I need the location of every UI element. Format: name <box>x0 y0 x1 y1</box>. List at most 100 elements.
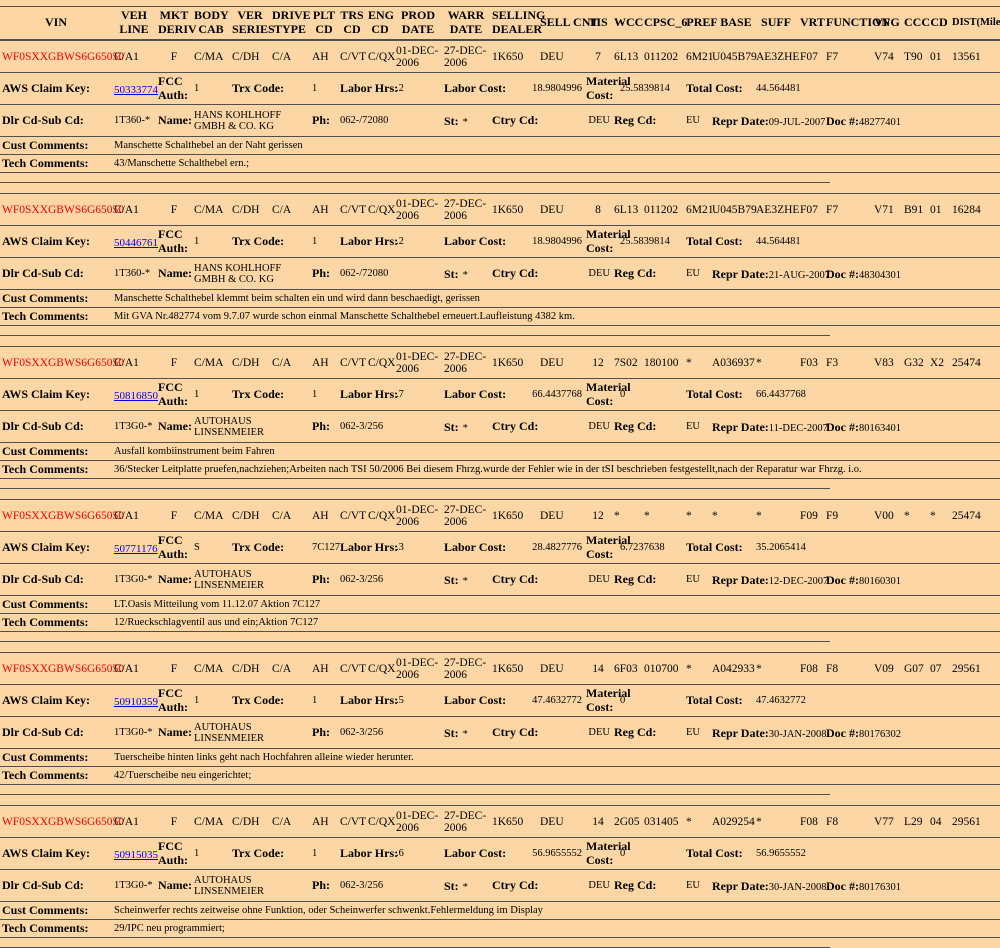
repr-date-value: 30-JAN-2008 <box>768 881 827 893</box>
cust-comments-row: Cust Comments: Ausfall kombiinstrument b… <box>0 442 1000 461</box>
labor-cost-label: Labor Cost: <box>444 846 507 860</box>
reg-cd-label: Reg Cd: <box>614 725 657 739</box>
mkt-deriv-cell: F <box>170 50 178 63</box>
veh-line-cell: C/A1 <box>114 662 139 675</box>
dlr-cd-sub-cd-label: Dlr Cd-Sub Cd: <box>2 266 84 280</box>
vehicle-data-row: WF0SXXGBWS6G65050 C/A1 F C/MA C/DH C/A A… <box>0 652 1000 685</box>
claim-key-row: AWS Claim Key: 50333774 FCC Auth: 1 Trx … <box>0 72 1000 105</box>
claim-key-cell: 50915035 <box>112 838 158 870</box>
tis-cell: 12 <box>592 356 604 369</box>
tech-comments-row: Tech Comments: Mit GVA Nr.482774 vom 9.7… <box>0 307 1000 326</box>
aws-claim-key-link[interactable]: 50333774 <box>114 83 158 96</box>
tech-comments-text: 29/IPC neu programmiert; <box>114 923 225 934</box>
claims-table-header: VIN VEH LINE MKT DERIV BODY CAB VER SERI… <box>0 6 1000 40</box>
aws-claim-key-link[interactable]: 50446761 <box>114 236 158 249</box>
veh-line-cell: C/A1 <box>114 815 139 828</box>
suff-cell: * <box>756 509 762 522</box>
aws-claim-key-label: AWS Claim Key: <box>2 81 90 95</box>
plt-cd-cell: AH <box>312 815 329 828</box>
prod-date-cell: 01-DEC-2006 <box>396 503 439 528</box>
labor-cost-label: Labor Cost: <box>444 81 507 95</box>
claim-row-spacer <box>824 532 1000 564</box>
cd-cell: 01 <box>930 203 942 216</box>
aws-claim-key-link[interactable]: 50910359 <box>114 695 158 708</box>
reg-cd-label: Reg Cd: <box>614 878 657 892</box>
reg-cd-value: EU <box>686 268 700 279</box>
col-header-trs-cd: TRS CD <box>340 8 364 36</box>
trs-cd-cell: C/VT <box>340 509 367 522</box>
labor-hrs-value: .7 <box>396 389 404 400</box>
claim-records-list: WF0SXXGBWS6G65050 C/A1 F C/MA C/DH C/A A… <box>0 40 1000 948</box>
aws-claim-key-link[interactable]: 50915035 <box>114 848 158 861</box>
eng-cd-cell: C/QX <box>368 203 396 216</box>
trx-code-label: Trx Code: <box>232 693 285 707</box>
warr-date-cell: 27-DEC-2006 <box>444 503 487 528</box>
aws-claim-key-link[interactable]: 50771176 <box>114 542 158 555</box>
material-cost-label: Material Cost: <box>586 686 631 714</box>
labor-cost-label: Labor Cost: <box>444 540 507 554</box>
col-header-selling-dealer: SELLING DEALER <box>492 8 546 36</box>
fcc-auth-label: FCC Auth: <box>158 227 189 255</box>
repr-date-value: 21-AUG-2007 <box>768 269 831 281</box>
labor-hrs-label: Labor Hrs: <box>340 693 399 707</box>
plt-cd-cell: AH <box>312 662 329 675</box>
tech-comments-label: Tech Comments: <box>2 615 89 629</box>
claim-record: WF0SXXGBWS6G65050 C/A1 F C/MA C/DH C/A A… <box>0 805 1000 938</box>
ccc-cell: G07 <box>904 662 924 675</box>
claim-key-cell: 50816850 <box>112 379 158 411</box>
aws-claim-key-label: AWS Claim Key: <box>2 387 90 401</box>
claim-key-row: AWS Claim Key: 50910359 FCC Auth: 1 Trx … <box>0 684 1000 717</box>
trx-code-value: 7C127 <box>312 542 341 553</box>
tis-cell: 12 <box>592 509 604 522</box>
dealer-name-value: AUTOHAUS LINSENMEIER <box>194 568 264 591</box>
cust-comments-text: Ausfall kombiinstrument beim Fahren <box>114 446 275 457</box>
suff-cell: * <box>756 815 762 828</box>
reg-cd-value: EU <box>686 727 700 738</box>
total-cost-value: 47.4632772 <box>756 695 806 706</box>
claim-row-spacer <box>824 685 1000 717</box>
labor-hrs-value: .5 <box>396 695 404 706</box>
fcc-auth-label: FCC Auth: <box>158 839 189 867</box>
plt-cd-cell: AH <box>312 509 329 522</box>
phone-value: 062-3/256 <box>340 421 384 432</box>
labor-cost-label: Labor Cost: <box>444 387 507 401</box>
trx-code-label: Trx Code: <box>232 387 285 401</box>
state-label: St: <box>444 572 459 587</box>
phone-label: Ph: <box>312 725 330 739</box>
function-cell: F7 <box>826 50 839 63</box>
total-cost-label: Total Cost: <box>686 540 743 554</box>
cust-comments-text: LT.Oasis Mitteilung vom 11.12.07 Aktion … <box>114 599 321 610</box>
claim-record: WF0SXXGBWS6G65050 C/A1 F C/MA C/DH C/A A… <box>0 499 1000 632</box>
doc-num-label: Doc #: <box>826 266 859 281</box>
labor-cost-value: 56.9655552 <box>532 848 582 859</box>
cust-comments-label: Cust Comments: <box>2 750 89 764</box>
repr-date-label: Repr Date: <box>712 419 769 434</box>
trx-code-value: 1 <box>312 695 318 706</box>
fcc-auth-label: FCC Auth: <box>158 74 189 102</box>
eng-cd-cell: C/QX <box>368 356 396 369</box>
ctry-cd-value: DEU <box>588 880 610 891</box>
dist-cell: 16284 <box>952 203 981 216</box>
suff-cell: AE3ZHE <box>756 203 800 216</box>
tech-comments-row: Tech Comments: 12/Rueckschlagventil aus … <box>0 613 1000 632</box>
warr-date-cell: 27-DEC-2006 <box>444 656 487 681</box>
ctry-cd-value: DEU <box>588 115 610 126</box>
eng-cd-cell: C/QX <box>368 662 396 675</box>
trx-code-label: Trx Code: <box>232 846 285 860</box>
state-value: * <box>462 575 468 587</box>
col-header-tis: TIS <box>588 15 608 30</box>
labor-cost-value: 66.4437768 <box>532 389 582 400</box>
base-cell: A036937 <box>712 356 755 369</box>
vfg-cell: V00 <box>874 509 894 522</box>
tis-cell: 14 <box>592 815 604 828</box>
prod-date-cell: 01-DEC-2006 <box>396 197 439 222</box>
phone-label: Ph: <box>312 266 330 280</box>
total-cost-label: Total Cost: <box>686 81 743 95</box>
vehicle-data-row: WF0SXXGBWS6G65050 C/A1 F C/MA C/DH C/A A… <box>0 40 1000 73</box>
selling-dealer-cell: 1K650 <box>492 203 524 216</box>
trs-cd-cell: C/VT <box>340 815 367 828</box>
ctry-cd-value: DEU <box>588 574 610 585</box>
dlr-cd-sub-cd-label: Dlr Cd-Sub Cd: <box>2 113 84 127</box>
aws-claim-key-link[interactable]: 50816850 <box>114 389 158 402</box>
cust-comments-label: Cust Comments: <box>2 138 89 152</box>
